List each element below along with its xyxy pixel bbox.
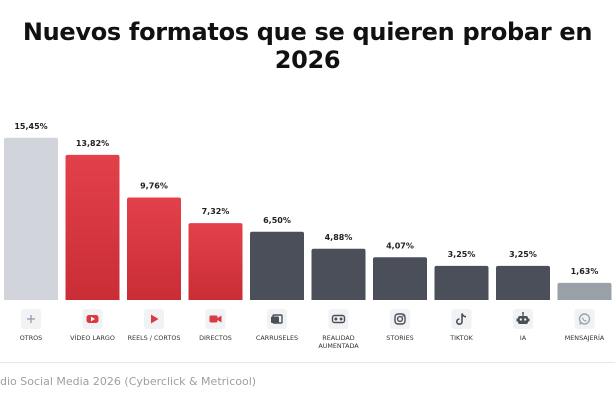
youtube-icon [82,309,103,329]
bar-directos [188,223,243,300]
category-label-ia: IA [520,334,527,342]
value-label-directos: 7,32% [202,207,230,216]
category-label-otros: OTROS [20,334,42,342]
category-label-mensajeria: MENSAJERÍA [565,333,605,342]
bar-video-largo [65,154,120,300]
category-label-video-largo: VÍDEO LARGO [70,333,115,342]
robot-icon [513,309,533,329]
bar-chart: 15,45% OTROS 13,82% VÍDEO LARGO 9,76% REELS /… [4,122,612,350]
value-label-realidad-aumentada: 4,88% [325,233,353,242]
chart-title: Nuevos formatos que se quieren probar en… [22,18,593,74]
category-label-realidad-aumentada: REALIDAD AUMENTADA [318,334,359,350]
category-label-carruseles: CARRUSELES [256,334,298,342]
value-label-reels-cortos: 9,76% [140,182,168,191]
value-label-mensajeria: 1,63% [571,267,599,276]
value-label-video-largo: 13,82% [76,139,109,148]
value-label-tiktok: 3,25% [448,250,476,259]
footer: dio Social Media 2026 (Cyberclick & Metr… [0,362,615,411]
value-label-carruseles: 6,50% [263,216,291,225]
value-label-otros: 15,45% [14,122,47,131]
category-label-reels-cortos: REELS / CORTOS [128,334,181,342]
category-label-stories: STORIES [386,334,413,342]
category-label-tiktok: TIKTOK [449,334,473,342]
whatsapp-icon [574,309,595,329]
bar-mensajeria [557,282,612,300]
video-camera-icon [205,309,226,329]
category-label-directos: DIRECTOS [199,334,232,342]
carousel-icon [267,309,287,329]
bar-reels-cortos [127,197,181,300]
bar-otros [4,137,58,300]
bar-realidad-aumentada [311,248,366,300]
instagram-icon [390,309,410,329]
bar-carruseles [250,231,304,300]
value-label-ia: 3,25% [509,250,537,259]
tiktok-icon [451,309,472,329]
value-label-stories: 4,07% [386,241,414,250]
bar-ia [496,265,550,300]
vr-headset-icon [328,309,349,329]
source-caption: dio Social Media 2026 (Cyberclick & Metr… [0,375,257,388]
play-icon [144,309,164,329]
plus-icon [21,309,41,329]
bar-stories [373,257,427,300]
bar-tiktok [434,265,489,300]
